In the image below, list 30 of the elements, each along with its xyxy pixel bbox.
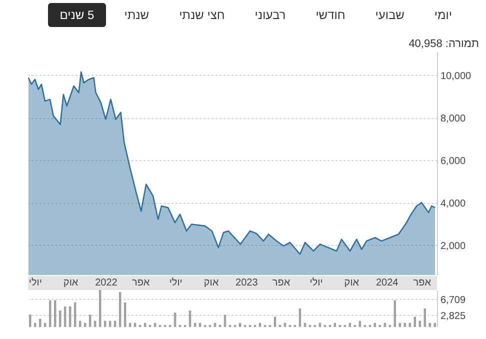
x-tick-label: יולי [28,276,42,288]
bar [414,316,416,327]
x-tick-label: 2024 [376,278,399,288]
y-tick-label: 2,825 [440,310,466,322]
x-tick-label: אפר [132,278,150,288]
text: רבעוני [254,7,287,24]
x-tick-label: 2023 [236,278,258,288]
x-tick-label: יולי [310,276,323,288]
text: יומי [433,7,453,24]
bar [29,314,32,327]
text: תמורה: 40,958 [408,38,479,50]
y-tick-label: 10,000 [440,70,472,82]
x-tick-label: אפר [413,278,432,288]
bar [88,314,92,327]
text: שנתי [123,7,150,24]
x-tick-label: יולי [169,276,182,288]
bar [174,312,176,327]
y-tick-label: 4,000 [440,198,466,210]
y-tick-label: 6,000 [440,156,466,167]
text: שבועי [374,7,406,24]
text: 5 שנים [48,3,106,27]
x-tick-label: 2022 [95,278,118,288]
y-tick-label: 6,709 [440,294,466,306]
y-tick-label: 2,000 [440,240,466,252]
bar [224,314,226,327]
text: חצי שנתי [178,7,226,24]
text: חודשי [314,7,346,24]
x-tick-label: אפר [272,278,291,288]
y-tick-label: 8,000 [440,113,466,124]
bar [274,316,276,327]
